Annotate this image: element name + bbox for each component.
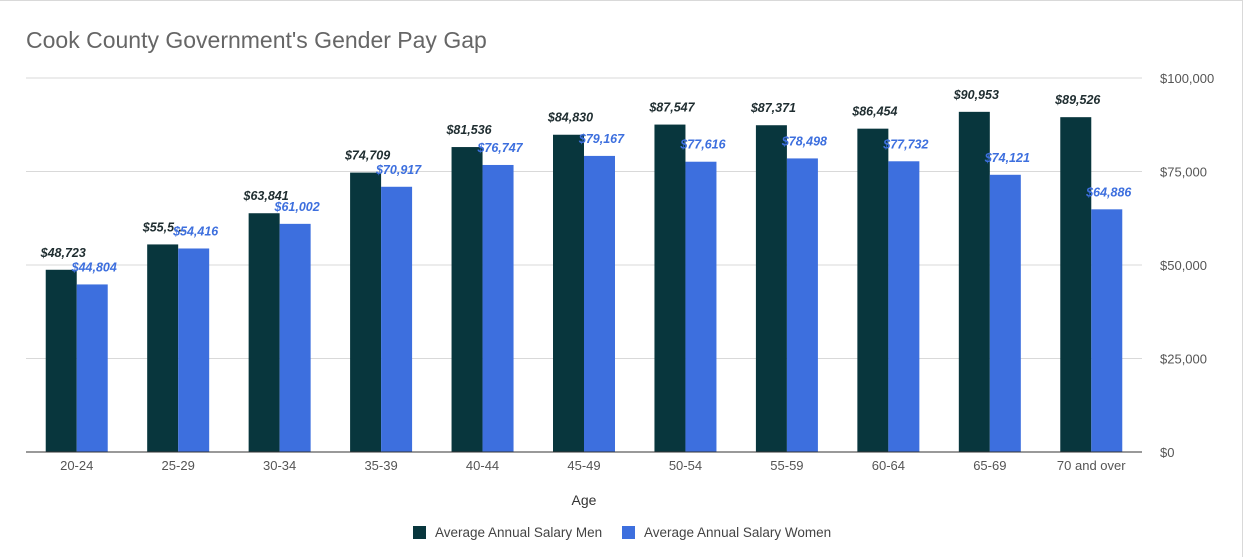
data-label-men: $87,371 xyxy=(750,101,796,115)
data-label-men: $81,536 xyxy=(445,123,492,137)
bar-women[interactable] xyxy=(1091,209,1123,452)
bar-women[interactable] xyxy=(786,158,818,452)
legend-label: Average Annual Salary Women xyxy=(644,525,831,540)
data-label-women: $54,416 xyxy=(172,224,219,238)
data-label-men: $74,709 xyxy=(344,149,390,163)
data-label-men: $90,953 xyxy=(953,88,999,102)
bar-women[interactable] xyxy=(381,186,413,452)
legend: Average Annual Salary Men Average Annual … xyxy=(413,525,831,540)
y-tick-label: $100,000 xyxy=(1160,71,1214,86)
x-tick-label: 45-49 xyxy=(567,458,600,473)
data-label-men: $84,830 xyxy=(547,111,593,125)
data-label-women: $77,616 xyxy=(679,138,726,152)
y-tick-label: $0 xyxy=(1160,445,1174,460)
bar-men[interactable] xyxy=(857,128,889,452)
bar-men[interactable] xyxy=(755,125,787,453)
x-tick-label: 55-59 xyxy=(770,458,803,473)
bar-men[interactable] xyxy=(45,269,77,452)
legend-label: Average Annual Salary Men xyxy=(435,525,602,540)
legend-item-women[interactable]: Average Annual Salary Women xyxy=(622,525,831,540)
bar-men[interactable] xyxy=(553,134,584,453)
data-label-women: $77,732 xyxy=(882,137,928,151)
data-label-women: $76,747 xyxy=(476,141,523,155)
y-tick-label: $75,000 xyxy=(1160,165,1207,180)
legend-swatch xyxy=(622,526,635,539)
bar-women[interactable] xyxy=(685,161,717,452)
data-label-men: $86,454 xyxy=(851,105,897,119)
bars xyxy=(45,111,1123,453)
y-tick-label: $50,000 xyxy=(1160,258,1207,273)
legend-item-men[interactable]: Average Annual Salary Men xyxy=(413,525,602,540)
data-label-women: $79,167 xyxy=(578,132,625,146)
data-label-women: $78,498 xyxy=(781,134,827,148)
bar-women[interactable] xyxy=(76,284,108,452)
bar-women[interactable] xyxy=(178,248,210,452)
legend-swatch xyxy=(413,526,426,539)
bar-women[interactable] xyxy=(584,155,615,453)
data-label-men: $63,841 xyxy=(243,189,289,203)
x-tick-label: 35-39 xyxy=(364,458,397,473)
bar-men[interactable] xyxy=(350,172,382,453)
bar-men[interactable] xyxy=(147,244,179,452)
data-label-women: $61,002 xyxy=(274,200,320,214)
x-tick-label: 65-69 xyxy=(973,458,1006,473)
data-label-men: $89,526 xyxy=(1054,93,1101,107)
x-tick-label: 70 and over xyxy=(1057,458,1126,473)
data-label-women: $64,886 xyxy=(1085,185,1132,199)
bar-men[interactable] xyxy=(451,147,483,452)
bar-women[interactable] xyxy=(989,174,1021,452)
x-tick-label: 40-44 xyxy=(466,458,499,473)
axes: $0 $25,000 $50,000 $75,000 $100,000 20-24 25-2… xyxy=(26,71,1214,508)
data-labels: $48,723$44,804 $55,5…$54,416 $63,841$61,00… xyxy=(40,88,1133,275)
chart-title: Cook County Government's Gender Pay Gap xyxy=(26,27,487,53)
data-label-women: $70,917 xyxy=(375,163,422,177)
data-label-women: $74,121 xyxy=(984,151,1030,165)
data-label-women: $44,804 xyxy=(71,260,117,274)
bar-women[interactable] xyxy=(888,161,920,452)
bar-men[interactable] xyxy=(248,213,280,452)
bar-men[interactable] xyxy=(654,124,686,452)
bar-women[interactable] xyxy=(279,223,311,452)
x-tick-label: 60-64 xyxy=(872,458,905,473)
x-axis-title: Age xyxy=(572,492,597,508)
data-label-men: $48,723 xyxy=(40,246,86,260)
x-tick-label: 30-34 xyxy=(263,458,296,473)
x-tick-label: 50-54 xyxy=(669,458,702,473)
data-label-men: $55,5… xyxy=(142,220,187,234)
bar-women[interactable] xyxy=(482,164,514,452)
bar-men[interactable] xyxy=(1060,117,1092,452)
bar-men[interactable] xyxy=(958,111,990,452)
y-tick-label: $25,000 xyxy=(1160,352,1207,367)
data-label-men: $87,547 xyxy=(648,101,695,115)
x-tick-label: 20-24 xyxy=(60,458,93,473)
x-tick-label: 25-29 xyxy=(162,458,195,473)
